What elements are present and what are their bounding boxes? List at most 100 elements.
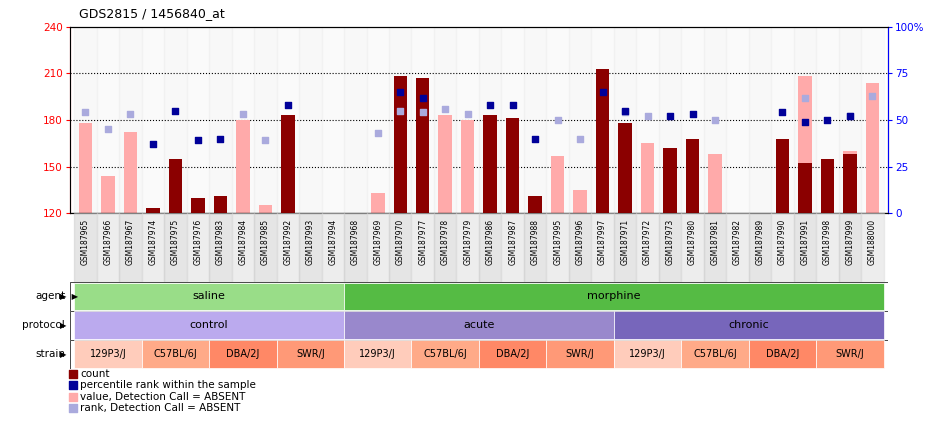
Bar xyxy=(232,213,254,282)
Bar xyxy=(411,340,479,368)
Text: morphine: morphine xyxy=(587,291,641,301)
Bar xyxy=(596,69,609,213)
Text: GSM187988: GSM187988 xyxy=(531,218,539,265)
Point xyxy=(483,101,498,108)
Bar xyxy=(79,123,92,213)
Text: GSM187982: GSM187982 xyxy=(733,218,742,265)
Bar xyxy=(254,213,276,282)
Text: DBA/2J: DBA/2J xyxy=(765,349,799,359)
Bar xyxy=(479,213,501,282)
Text: GSM187992: GSM187992 xyxy=(284,218,292,265)
Bar xyxy=(97,213,119,282)
Bar xyxy=(74,311,344,339)
Bar xyxy=(484,115,497,213)
Text: GSM187994: GSM187994 xyxy=(328,218,338,265)
Point xyxy=(100,126,115,133)
Text: GSM187987: GSM187987 xyxy=(508,218,517,265)
Point xyxy=(527,135,542,142)
Bar xyxy=(524,213,547,282)
Bar xyxy=(726,27,749,213)
Bar xyxy=(591,27,614,213)
Bar xyxy=(658,213,682,282)
Text: control: control xyxy=(190,320,229,330)
Bar xyxy=(165,27,187,213)
Text: C57BL/6J: C57BL/6J xyxy=(423,349,467,359)
Text: ▶: ▶ xyxy=(60,349,67,359)
Bar xyxy=(214,196,227,213)
Bar xyxy=(389,27,411,213)
Text: GSM187979: GSM187979 xyxy=(463,218,472,265)
Text: 129P3/J: 129P3/J xyxy=(89,349,126,359)
Bar xyxy=(501,213,524,282)
Bar xyxy=(254,27,276,213)
Bar xyxy=(276,340,344,368)
Text: GDS2815 / 1456840_at: GDS2815 / 1456840_at xyxy=(79,7,225,20)
Bar xyxy=(866,83,879,213)
Bar xyxy=(771,213,793,282)
Bar xyxy=(817,213,839,282)
Bar xyxy=(793,213,817,282)
Bar xyxy=(614,340,682,368)
Point xyxy=(66,393,81,400)
Bar xyxy=(726,213,749,282)
Bar xyxy=(393,122,407,213)
Bar xyxy=(506,119,520,213)
Text: GSM187974: GSM187974 xyxy=(149,218,157,265)
Text: GSM187980: GSM187980 xyxy=(688,218,698,265)
Text: C57BL/6J: C57BL/6J xyxy=(693,349,737,359)
Text: GSM187990: GSM187990 xyxy=(778,218,787,265)
Bar xyxy=(411,213,434,282)
Text: GSM187973: GSM187973 xyxy=(666,218,674,265)
Point xyxy=(798,94,813,101)
Text: ▶: ▶ xyxy=(60,321,67,330)
Bar xyxy=(614,27,636,213)
Bar xyxy=(547,213,569,282)
Bar xyxy=(569,213,591,282)
Bar xyxy=(479,27,501,213)
Text: GSM188000: GSM188000 xyxy=(868,218,877,265)
Point xyxy=(438,105,453,112)
Bar xyxy=(74,282,344,310)
Point xyxy=(416,109,431,116)
Bar xyxy=(685,139,699,213)
Point xyxy=(662,113,677,120)
Bar xyxy=(528,196,542,213)
Text: GSM187998: GSM187998 xyxy=(823,218,832,265)
Point xyxy=(191,137,206,144)
Bar xyxy=(74,27,97,213)
Point xyxy=(66,405,81,412)
Point xyxy=(66,382,81,389)
Point xyxy=(145,141,160,148)
Text: GSM187989: GSM187989 xyxy=(755,218,764,265)
Bar xyxy=(479,340,547,368)
Point xyxy=(460,111,475,118)
Bar xyxy=(74,340,141,368)
Bar xyxy=(817,340,883,368)
Point xyxy=(843,113,857,120)
Bar xyxy=(457,213,479,282)
Text: strain: strain xyxy=(35,349,65,359)
Bar xyxy=(141,27,165,213)
Bar xyxy=(461,120,474,213)
Text: GSM187986: GSM187986 xyxy=(485,218,495,265)
Point xyxy=(640,113,655,120)
Bar xyxy=(192,198,205,213)
Bar xyxy=(776,139,790,213)
Bar xyxy=(276,27,299,213)
Bar xyxy=(614,311,884,339)
Bar xyxy=(119,27,141,213)
Bar xyxy=(119,213,141,282)
Bar xyxy=(641,143,655,213)
Text: 129P3/J: 129P3/J xyxy=(630,349,666,359)
Text: GSM187965: GSM187965 xyxy=(81,218,90,265)
Point xyxy=(775,109,790,116)
Text: GSM187981: GSM187981 xyxy=(711,218,720,265)
Bar xyxy=(141,340,209,368)
Bar xyxy=(749,340,817,368)
Bar xyxy=(416,78,430,213)
Text: chronic: chronic xyxy=(728,320,769,330)
Point xyxy=(708,116,723,123)
Text: GSM187985: GSM187985 xyxy=(260,218,270,265)
Bar xyxy=(124,132,138,213)
Bar xyxy=(844,151,857,213)
